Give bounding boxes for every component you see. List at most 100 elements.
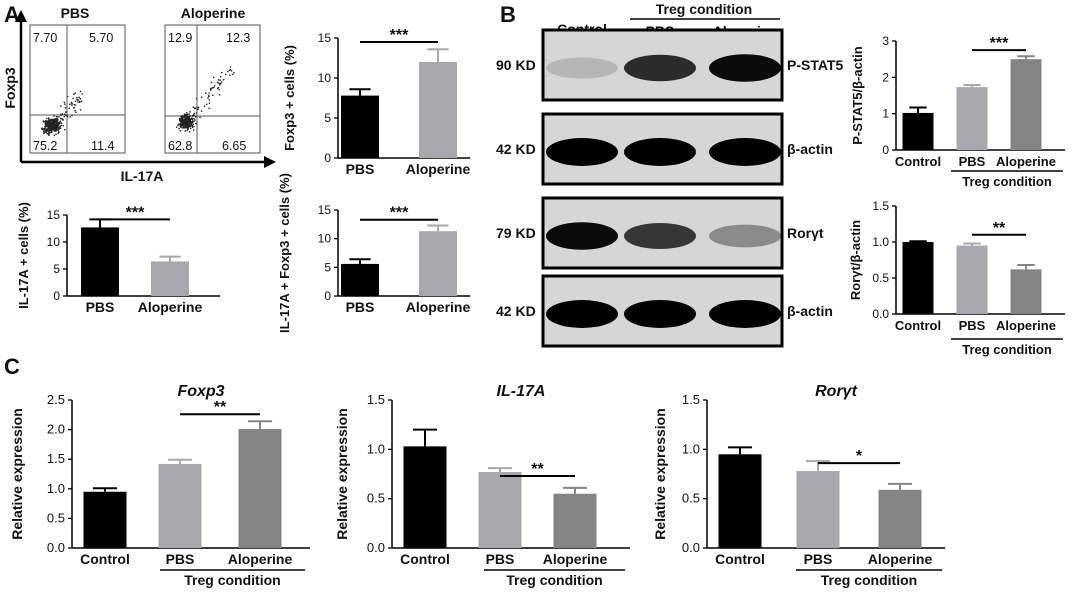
flow-event-dot xyxy=(189,111,191,113)
flow-event-dot xyxy=(193,107,196,109)
flow-event-dot xyxy=(186,129,189,131)
blot-kd-label: 90 KD xyxy=(496,57,536,73)
bar xyxy=(341,263,379,296)
flow-event-dot xyxy=(63,113,66,116)
group-label: Treg condition xyxy=(184,572,280,588)
flow-event-dot xyxy=(44,130,47,132)
flow-event-dot xyxy=(188,131,191,133)
bar xyxy=(238,429,282,548)
bar xyxy=(158,463,202,548)
blot-protein-label: P-STAT5 xyxy=(787,57,843,73)
flow-event-dot xyxy=(222,78,225,81)
flow-event-dot xyxy=(56,123,58,126)
flow-event-dot xyxy=(182,126,185,129)
flow-event-dot xyxy=(181,120,183,122)
flow-event-dot xyxy=(182,119,185,122)
flow-event-dot xyxy=(51,125,54,127)
flow-event-dot xyxy=(72,97,74,100)
flow-event-dot xyxy=(184,115,186,117)
flow-event-dot xyxy=(65,111,67,113)
y-tick-label: 0.0 xyxy=(872,307,889,321)
flow-event-dot xyxy=(63,101,66,104)
flow-event-dot xyxy=(212,76,215,79)
flow-event-dot xyxy=(184,130,187,132)
x-tick-label: PBS xyxy=(804,551,833,567)
blot-kd-label: 79 KD xyxy=(496,225,536,241)
flow-event-dot xyxy=(181,115,184,118)
flow-quad-ll-pbs: 75.2 xyxy=(33,139,57,153)
flow-event-dot xyxy=(50,120,52,122)
flow-event-dot xyxy=(80,100,83,103)
flow-event-dot xyxy=(186,116,188,119)
flow-event-dot xyxy=(199,116,201,119)
flow-event-dot xyxy=(46,117,48,120)
x-tick-label: Aloperine xyxy=(543,551,608,567)
group-label: Treg condition xyxy=(962,342,1052,357)
group-label: Treg condition xyxy=(506,572,602,588)
flow-event-dot xyxy=(57,119,59,121)
y-tick-label: 0 xyxy=(53,289,60,303)
bar xyxy=(718,454,762,548)
flow-event-dot xyxy=(194,119,196,121)
flow-event-dot xyxy=(216,87,219,90)
y-axis-label: Foxp3 + cells (%) xyxy=(282,45,297,151)
flow-event-dot xyxy=(50,129,53,132)
flow-event-dot xyxy=(73,103,76,106)
y-axis-label: P-STAT5/β-actin xyxy=(850,46,865,145)
flow-event-dot xyxy=(207,97,209,99)
flow-xlabel: IL-17A xyxy=(121,168,164,184)
flow-event-dot xyxy=(62,125,65,127)
flow-event-dot xyxy=(64,107,67,109)
y-tick-label: 2 xyxy=(882,70,889,84)
flow-event-dot xyxy=(49,119,51,121)
flow-event-dot xyxy=(190,123,193,125)
flow-event-dot xyxy=(54,124,57,126)
flow-event-dot xyxy=(57,132,59,135)
bar-chart-foxp3-cells: 0 5 10 15 Foxp3 + cells (%) PBS Aloperine *** xyxy=(282,27,470,177)
y-axis-label: Rorγt/β-actin xyxy=(848,220,863,300)
flow-event-dot xyxy=(220,81,223,83)
flow-event-dot xyxy=(179,118,181,121)
flow-event-dot xyxy=(60,124,62,127)
flow-event-dot xyxy=(57,126,59,129)
x-tick-label: PBS xyxy=(346,299,375,315)
flow-event-dot xyxy=(189,117,191,120)
flow-event-dot xyxy=(44,123,47,125)
flow-event-dot xyxy=(48,127,50,130)
flow-event-dot xyxy=(210,81,213,84)
flow-event-dot xyxy=(44,120,46,123)
flow-event-dot xyxy=(213,85,216,87)
flow-event-dot xyxy=(191,125,194,128)
bar xyxy=(902,112,934,150)
panel-letter-b: B xyxy=(500,2,516,27)
bar-chart-il17-foxp3-cells: 0 5 10 15 IL-17A + Foxp3 + cells (%) PBS Alope… xyxy=(277,173,470,333)
y-tick-label: 1.0 xyxy=(47,481,65,496)
flow-quad-lr-aloperine: 6.65 xyxy=(222,139,246,153)
flow-event-dot xyxy=(182,121,184,124)
flow-event-dot xyxy=(44,131,46,133)
flow-ylabel: Foxp3 xyxy=(2,67,18,108)
bar xyxy=(403,446,447,548)
x-tick-label: Control xyxy=(895,154,941,169)
bar xyxy=(83,491,127,548)
flow-event-dot xyxy=(186,122,188,125)
y-tick-label: 0 xyxy=(882,143,889,157)
flow-event-dot xyxy=(191,117,193,119)
flow-event-dot xyxy=(51,131,53,133)
flow-event-dot xyxy=(200,110,203,112)
panel-letter-a: A xyxy=(4,2,20,27)
y-tick-label: 0.5 xyxy=(47,510,65,525)
flow-event-dot xyxy=(73,106,75,109)
bar xyxy=(81,227,119,296)
x-tick-label: Aloperine xyxy=(406,299,471,315)
flow-event-dot xyxy=(77,101,79,103)
flow-quad-ur-aloperine: 12.3 xyxy=(226,31,250,45)
flow-event-dot xyxy=(187,113,189,116)
flow-event-dot xyxy=(74,100,77,103)
flow-event-dot xyxy=(189,127,192,130)
flow-quad-ll-aloperine: 62.8 xyxy=(168,139,192,153)
x-tick-label: Control xyxy=(400,551,450,567)
flow-event-dot xyxy=(220,82,222,85)
x-tick-label: Control xyxy=(895,318,941,333)
y-tick-label: 2.5 xyxy=(47,392,65,407)
